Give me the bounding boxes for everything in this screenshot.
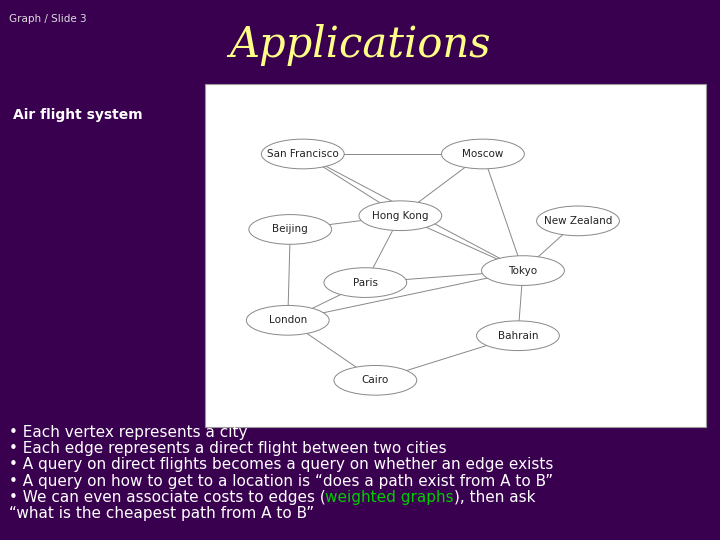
FancyBboxPatch shape — [205, 84, 706, 427]
Text: Paris: Paris — [353, 278, 378, 288]
Text: weighted graphs: weighted graphs — [325, 490, 454, 505]
Ellipse shape — [482, 256, 564, 286]
Text: Cairo: Cairo — [361, 375, 389, 386]
Text: Hong Kong: Hong Kong — [372, 211, 428, 221]
Text: London: London — [269, 315, 307, 325]
Text: Applications: Applications — [229, 24, 491, 66]
Text: Beijing: Beijing — [272, 225, 308, 234]
Ellipse shape — [359, 201, 442, 231]
Ellipse shape — [249, 214, 332, 244]
Text: New Zealand: New Zealand — [544, 216, 612, 226]
Ellipse shape — [334, 366, 417, 395]
Text: • We can even associate costs to edges (: • We can even associate costs to edges ( — [9, 490, 325, 505]
Ellipse shape — [536, 206, 619, 235]
Text: Tokyo: Tokyo — [508, 266, 538, 275]
Ellipse shape — [441, 139, 524, 169]
Ellipse shape — [246, 306, 329, 335]
Text: Bahrain: Bahrain — [498, 330, 538, 341]
Ellipse shape — [261, 139, 344, 169]
Text: • Each edge represents a direct flight between two cities: • Each edge represents a direct flight b… — [9, 441, 446, 456]
Text: Moscow: Moscow — [462, 149, 503, 159]
Text: • A query on how to get to a location is “does a path exist from A to B”: • A query on how to get to a location is… — [9, 474, 553, 489]
Text: Air flight system: Air flight system — [13, 108, 143, 122]
Text: San Francisco: San Francisco — [267, 149, 338, 159]
Text: • A query on direct flights becomes a query on whether an edge exists: • A query on direct flights becomes a qu… — [9, 457, 553, 472]
Text: ), then ask: ), then ask — [454, 490, 536, 505]
Ellipse shape — [477, 321, 559, 350]
Ellipse shape — [324, 268, 407, 298]
Text: “what is the cheapest path from A to B”: “what is the cheapest path from A to B” — [9, 506, 314, 521]
Text: • Each vertex represents a city: • Each vertex represents a city — [9, 425, 247, 440]
Text: Graph / Slide 3: Graph / Slide 3 — [9, 14, 86, 24]
